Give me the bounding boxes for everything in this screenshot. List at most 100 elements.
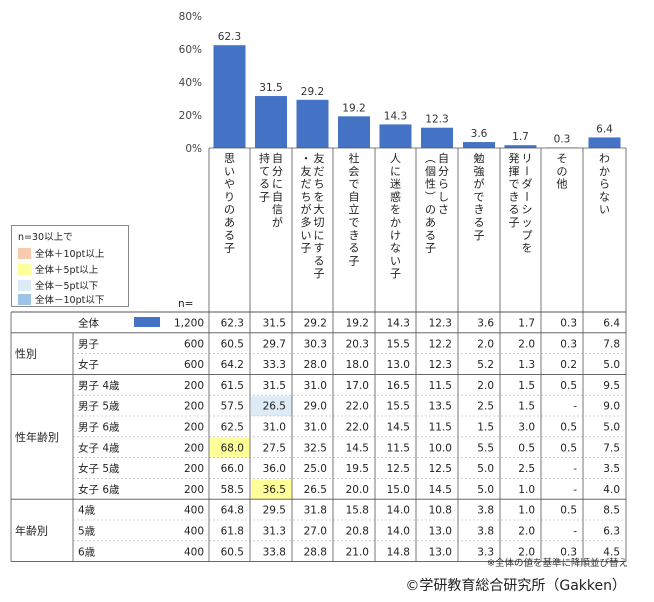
table-cell: 6.3 xyxy=(603,526,620,538)
category-char: に xyxy=(390,165,401,178)
table-cell: 12.5 xyxy=(429,463,452,475)
y-tick-label: 0% xyxy=(185,143,202,155)
category-char: さ xyxy=(438,203,449,216)
table-cell: 31.0 xyxy=(304,422,327,434)
row-label: 4歳 xyxy=(78,505,96,517)
category-char: で xyxy=(474,190,485,203)
table-cell: 58.5 xyxy=(221,484,244,496)
legend-label: 全体－5pt以下 xyxy=(35,281,99,292)
table-cell: 3.3 xyxy=(477,546,494,558)
category-char: け xyxy=(390,229,401,242)
data-label: 12.3 xyxy=(425,114,448,126)
table-cell: 8.5 xyxy=(603,505,620,517)
category-char: だ xyxy=(314,165,325,178)
table-cell: 5.2 xyxy=(477,359,494,371)
row-label: 男子 4歳 xyxy=(78,380,120,392)
table-cell: 27.5 xyxy=(263,442,286,454)
table-cell: 19.2 xyxy=(346,318,369,330)
table-cell: 11.5 xyxy=(429,380,452,392)
table-cell: 2.0 xyxy=(518,526,535,538)
table-cell: 1.5 xyxy=(518,401,535,413)
data-label: 14.3 xyxy=(384,110,407,122)
table-cell: 3.8 xyxy=(477,526,494,538)
table-cell: 15.0 xyxy=(387,484,410,496)
table-cell: 2.5 xyxy=(518,463,535,475)
legend-label: 全体－10pt以下 xyxy=(35,295,105,306)
table-cell: 20.8 xyxy=(346,526,369,538)
table-cell: 4.5 xyxy=(603,546,620,558)
category-label: リーダーシップを発揮できる子リーダーシップを発揮できる子 xyxy=(509,151,534,255)
category-char: き xyxy=(509,190,520,203)
table-cell: 5.0 xyxy=(603,422,620,434)
data-label: 62.3 xyxy=(218,31,241,43)
row-label: 全体 xyxy=(78,317,99,330)
category-char: 立 xyxy=(349,202,360,216)
row-n: 200 xyxy=(184,380,204,392)
table-cell: 36.5 xyxy=(263,484,286,496)
row-label: 5歳 xyxy=(78,526,96,538)
table-cell: 2.0 xyxy=(477,338,494,350)
table-cell: 61.8 xyxy=(221,526,244,538)
total-bar-icon xyxy=(134,317,160,327)
category-char: か xyxy=(390,216,401,229)
category-char: 自 xyxy=(272,152,283,165)
table-cell: 3.6 xyxy=(477,318,494,330)
category-char: い xyxy=(301,229,312,242)
table-cell: 21.0 xyxy=(346,546,369,558)
table-cell: 11.5 xyxy=(429,422,452,434)
legend-label: 全体＋5pt以上 xyxy=(35,265,99,276)
category-char: な xyxy=(599,190,610,203)
category-char: シ xyxy=(522,203,533,216)
table-cell: 22.0 xyxy=(346,401,369,413)
legend-swatch xyxy=(18,279,31,291)
category-char: ら xyxy=(438,178,449,191)
table-cell: 1.0 xyxy=(518,484,535,496)
category-char: 分 xyxy=(272,165,283,178)
data-label: 29.2 xyxy=(301,86,324,98)
highlight-cell xyxy=(251,479,292,500)
bar xyxy=(588,137,621,148)
row-group-label: 性別 xyxy=(15,347,37,361)
table-cell: 3.0 xyxy=(518,422,535,434)
row-n: 200 xyxy=(184,442,204,454)
category-char: 発 xyxy=(509,151,520,165)
bar xyxy=(379,124,412,148)
legend-item: 全体＋10pt以上 xyxy=(18,246,104,260)
table-cell: 60.5 xyxy=(221,546,244,558)
category-char: ー xyxy=(520,191,533,202)
table-cell: 4.0 xyxy=(603,484,620,496)
category-char: か xyxy=(599,165,610,178)
category-char: ッ xyxy=(522,216,533,229)
table-cell: 7.8 xyxy=(603,338,620,350)
legend-swatch xyxy=(18,293,31,305)
table-cell: 31.8 xyxy=(304,505,327,517)
y-tick-label: 80% xyxy=(179,11,202,23)
category-char: 子 xyxy=(349,254,360,267)
category-char: ら xyxy=(599,178,610,191)
category-char: い xyxy=(224,165,235,178)
row-label: 女子 xyxy=(78,358,99,371)
table-cell: 28.8 xyxy=(304,546,327,558)
table-cell: 62.3 xyxy=(221,318,244,330)
bar xyxy=(338,116,370,148)
category-char: ー xyxy=(520,165,533,176)
table-cell: 2.0 xyxy=(518,338,535,350)
row-n: 200 xyxy=(184,484,204,496)
y-tick-label: 40% xyxy=(179,77,202,89)
table-cell: 14.5 xyxy=(346,442,369,454)
table-cell: 1.0 xyxy=(518,505,535,517)
category-char: に xyxy=(272,178,283,191)
category-label: 思いやりのある子思いやりのある子 xyxy=(224,152,235,255)
table-cell: 6.4 xyxy=(603,318,620,330)
data-label: 3.6 xyxy=(471,128,488,140)
category-char: る xyxy=(425,229,436,242)
table-cell: 1.3 xyxy=(518,359,535,371)
legend-swatch xyxy=(18,263,31,275)
row-n: 1,200 xyxy=(174,318,204,330)
category-char: リ xyxy=(522,152,533,165)
category-char: を xyxy=(390,203,401,216)
category-char: 持 xyxy=(259,151,270,165)
table-cell: 15.5 xyxy=(387,338,410,350)
